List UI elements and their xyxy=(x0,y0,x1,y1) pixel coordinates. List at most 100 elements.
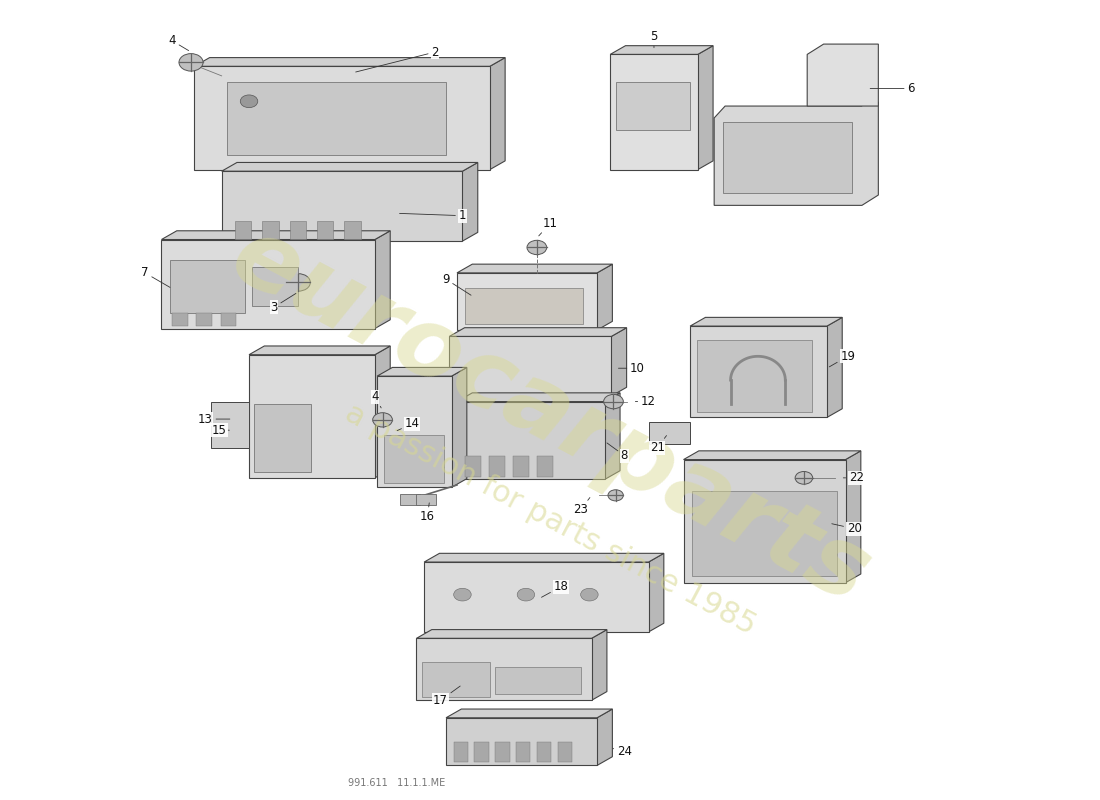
Circle shape xyxy=(604,394,624,409)
Bar xyxy=(696,341,812,412)
Bar xyxy=(417,494,437,505)
Bar xyxy=(537,742,551,762)
Polygon shape xyxy=(490,58,505,170)
Polygon shape xyxy=(195,58,505,66)
Bar xyxy=(170,260,244,313)
Polygon shape xyxy=(449,337,612,396)
Circle shape xyxy=(795,471,813,484)
Circle shape xyxy=(453,588,471,601)
Text: 18: 18 xyxy=(541,580,569,598)
Polygon shape xyxy=(612,328,627,396)
Text: 5: 5 xyxy=(650,30,658,48)
Text: 16: 16 xyxy=(420,503,434,523)
Circle shape xyxy=(608,490,624,501)
Text: 11: 11 xyxy=(539,217,558,236)
Polygon shape xyxy=(195,66,490,170)
Text: 7: 7 xyxy=(141,266,170,287)
Polygon shape xyxy=(227,82,446,155)
Polygon shape xyxy=(375,230,390,329)
Polygon shape xyxy=(375,346,390,478)
Polygon shape xyxy=(683,459,846,582)
Polygon shape xyxy=(377,376,451,487)
Polygon shape xyxy=(417,638,592,700)
Polygon shape xyxy=(425,554,663,562)
Polygon shape xyxy=(649,554,663,632)
Polygon shape xyxy=(456,273,597,330)
Text: 1: 1 xyxy=(399,209,466,222)
Text: 21: 21 xyxy=(650,435,667,454)
Text: 8: 8 xyxy=(607,443,628,462)
Circle shape xyxy=(527,240,547,254)
Text: 13: 13 xyxy=(198,413,230,426)
Text: 12: 12 xyxy=(636,395,656,408)
Polygon shape xyxy=(827,318,843,418)
Text: 6: 6 xyxy=(870,82,915,95)
Polygon shape xyxy=(610,46,713,54)
Bar xyxy=(173,314,188,326)
Bar xyxy=(692,490,837,576)
Polygon shape xyxy=(162,239,375,329)
Circle shape xyxy=(581,588,598,601)
Polygon shape xyxy=(592,630,607,700)
Text: 15: 15 xyxy=(212,424,229,437)
Text: 24: 24 xyxy=(613,745,631,758)
Circle shape xyxy=(286,274,310,291)
Polygon shape xyxy=(690,326,827,418)
Polygon shape xyxy=(222,162,477,171)
Text: 3: 3 xyxy=(271,294,296,314)
Bar xyxy=(252,266,298,306)
Polygon shape xyxy=(714,102,878,206)
Text: 19: 19 xyxy=(829,350,855,367)
Bar xyxy=(400,494,420,505)
Text: 23: 23 xyxy=(573,498,590,516)
Polygon shape xyxy=(683,451,861,459)
Bar xyxy=(488,457,505,477)
Text: 4: 4 xyxy=(371,390,382,408)
Circle shape xyxy=(240,95,257,108)
Polygon shape xyxy=(649,422,690,444)
Polygon shape xyxy=(456,402,605,479)
Polygon shape xyxy=(807,44,878,106)
Text: 14: 14 xyxy=(397,418,419,430)
Polygon shape xyxy=(605,393,620,479)
Text: 9: 9 xyxy=(442,273,471,295)
Polygon shape xyxy=(446,718,597,766)
Bar xyxy=(234,222,251,238)
Text: 17: 17 xyxy=(433,686,460,707)
Circle shape xyxy=(179,54,204,71)
Circle shape xyxy=(517,588,535,601)
Polygon shape xyxy=(597,709,613,766)
Bar xyxy=(495,667,581,694)
Bar xyxy=(516,742,530,762)
Bar xyxy=(537,457,553,477)
Polygon shape xyxy=(451,367,466,487)
Bar xyxy=(513,457,529,477)
Polygon shape xyxy=(222,171,462,241)
Text: 991.611   11.1.1.ME: 991.611 11.1.1.ME xyxy=(349,778,446,788)
Polygon shape xyxy=(211,402,249,448)
Polygon shape xyxy=(597,264,613,330)
Polygon shape xyxy=(417,630,607,638)
Text: 20: 20 xyxy=(832,522,861,535)
Text: 2: 2 xyxy=(355,46,439,72)
Circle shape xyxy=(373,413,393,427)
Text: 22: 22 xyxy=(844,471,864,484)
Polygon shape xyxy=(690,318,843,326)
Bar xyxy=(422,662,490,697)
Polygon shape xyxy=(449,328,627,337)
Polygon shape xyxy=(249,354,375,478)
Bar xyxy=(464,288,583,324)
Bar xyxy=(464,457,481,477)
Polygon shape xyxy=(697,46,713,170)
Bar xyxy=(384,435,443,482)
Bar xyxy=(289,222,306,238)
Polygon shape xyxy=(846,451,861,582)
Bar xyxy=(495,742,509,762)
Text: 4: 4 xyxy=(168,34,188,50)
Polygon shape xyxy=(162,230,390,239)
Bar xyxy=(453,742,468,762)
Bar xyxy=(723,122,852,194)
Polygon shape xyxy=(610,54,697,170)
Bar xyxy=(254,404,311,471)
Polygon shape xyxy=(425,562,649,632)
